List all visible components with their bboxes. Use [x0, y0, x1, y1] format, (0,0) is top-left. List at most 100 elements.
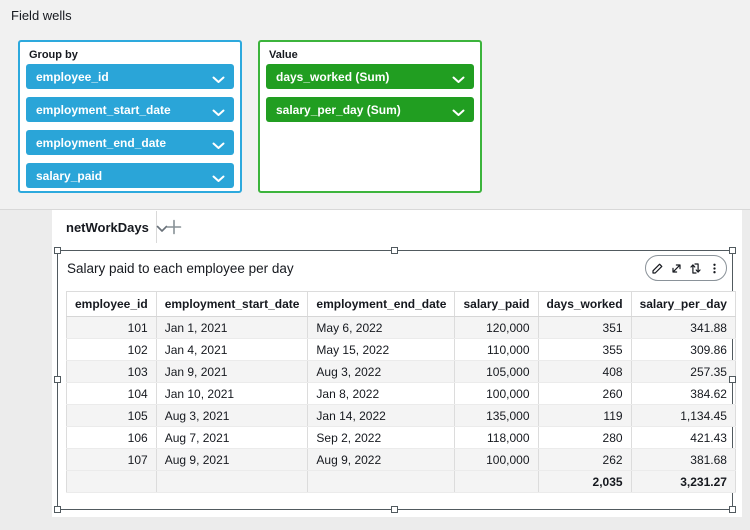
cell: Aug 9, 2021 — [156, 448, 309, 471]
cell: 102 — [66, 338, 157, 361]
cell: 260 — [538, 382, 632, 405]
cell: Aug 9, 2022 — [307, 448, 456, 471]
table-row: 102 Jan 4, 2021 May 15, 2022 110,000 355… — [66, 338, 736, 361]
cell: 280 — [538, 426, 632, 449]
resize-handle-middle-left[interactable] — [54, 376, 61, 383]
cell: Sep 2, 2022 — [307, 426, 456, 449]
column-header[interactable]: employment_start_date — [156, 291, 309, 317]
cell: 351 — [538, 316, 632, 339]
table-row: 106 Aug 7, 2021 Sep 2, 2022 118,000 280 … — [66, 426, 736, 449]
total-cell — [307, 470, 456, 493]
cell: May 6, 2022 — [307, 316, 456, 339]
total-cell — [454, 470, 539, 493]
add-sheet-button[interactable] — [165, 218, 183, 236]
cell: 107 — [66, 448, 157, 471]
resize-handle-middle-right[interactable] — [729, 376, 736, 383]
group-by-label: Group by — [29, 49, 78, 61]
table-row: 104 Jan 10, 2021 Jan 8, 2022 100,000 260… — [66, 382, 736, 405]
cell: 119 — [538, 404, 632, 427]
pill-label: employee_id — [36, 69, 109, 84]
chevron-down-icon[interactable] — [156, 221, 168, 236]
resize-handle-bottom-right[interactable] — [729, 506, 736, 513]
kebab-menu-icon[interactable] — [707, 261, 721, 275]
cell: 421.43 — [631, 426, 736, 449]
resize-handle-bottom-left[interactable] — [54, 506, 61, 513]
data-table: employee_id employment_start_date employ… — [66, 291, 736, 493]
cell: 384.62 — [631, 382, 736, 405]
cell: 106 — [66, 426, 157, 449]
plus-icon — [166, 219, 182, 235]
table-row: 105 Aug 3, 2021 Jan 14, 2022 135,000 119… — [66, 404, 736, 427]
cell: Aug 3, 2021 — [156, 404, 309, 427]
field-pill-employee-id[interactable]: employee_id — [26, 64, 234, 89]
chevron-down-icon[interactable] — [212, 106, 225, 120]
cell: 341.88 — [631, 316, 736, 339]
sheet-canvas: netWorkDays Salary paid to each employee… — [52, 210, 742, 517]
visual-title: Salary paid to each employee per day — [67, 261, 294, 276]
group-by-well: Group by employee_id employment_start_da… — [18, 40, 242, 193]
resize-handle-top-center[interactable] — [391, 247, 398, 254]
cell: Jan 8, 2022 — [307, 382, 456, 405]
chevron-down-icon[interactable] — [212, 73, 225, 87]
column-header[interactable]: employee_id — [66, 291, 157, 317]
table-visual[interactable]: Salary paid to each employee per day — [54, 247, 736, 513]
cell: Jan 9, 2021 — [156, 360, 309, 383]
column-header[interactable]: salary_per_day — [631, 291, 736, 317]
cell: Jan 1, 2021 — [156, 316, 309, 339]
total-cell — [156, 470, 309, 493]
resize-handle-bottom-center[interactable] — [391, 506, 398, 513]
cell: 105,000 — [454, 360, 539, 383]
field-wells-title: Field wells — [11, 8, 72, 23]
value-label: Value — [269, 49, 298, 61]
pencil-edit-icon[interactable] — [651, 261, 665, 275]
value-well: Value days_worked (Sum) salary_per_day (… — [258, 40, 482, 193]
field-wells-panel: Field wells Group by employee_id employm… — [0, 0, 750, 210]
resize-handle-top-left[interactable] — [54, 247, 61, 254]
total-cell: 3,231.27 — [631, 470, 736, 493]
cell: 104 — [66, 382, 157, 405]
cell: 257.35 — [631, 360, 736, 383]
field-pill-salary-per-day-sum[interactable]: salary_per_day (Sum) — [266, 97, 474, 122]
cell: 381.68 — [631, 448, 736, 471]
chevron-down-icon[interactable] — [452, 106, 465, 120]
resize-handle-top-right[interactable] — [729, 247, 736, 254]
pill-label: days_worked (Sum) — [276, 69, 390, 84]
pill-label: salary_per_day (Sum) — [276, 102, 401, 117]
field-pill-employment-start-date[interactable]: employment_start_date — [26, 97, 234, 122]
cell: 118,000 — [454, 426, 539, 449]
tab-networkdays[interactable]: netWorkDays — [53, 211, 168, 243]
cell: Jan 10, 2021 — [156, 382, 309, 405]
visual-toolbar — [645, 255, 727, 281]
table-header-row: employee_id employment_start_date employ… — [66, 291, 736, 317]
cell: Jan 4, 2021 — [156, 338, 309, 361]
column-header[interactable]: salary_paid — [454, 291, 539, 317]
cell: 100,000 — [454, 382, 539, 405]
maximize-icon[interactable] — [670, 261, 684, 275]
cell: 120,000 — [454, 316, 539, 339]
table-totals-row: 2,035 3,231.27 — [66, 470, 736, 493]
total-cell — [66, 470, 157, 493]
table-row: 107 Aug 9, 2021 Aug 9, 2022 100,000 262 … — [66, 448, 736, 471]
chevron-down-icon[interactable] — [452, 73, 465, 87]
cell: Aug 3, 2022 — [307, 360, 456, 383]
cell: 408 — [538, 360, 632, 383]
field-pill-salary-paid[interactable]: salary_paid — [26, 163, 234, 188]
pill-label: salary_paid — [36, 168, 103, 183]
chevron-down-icon[interactable] — [212, 139, 225, 153]
cell: 100,000 — [454, 448, 539, 471]
column-header[interactable]: days_worked — [538, 291, 632, 317]
column-header[interactable]: employment_end_date — [307, 291, 456, 317]
cell: 262 — [538, 448, 632, 471]
cell: Jan 14, 2022 — [307, 404, 456, 427]
table-row: 103 Jan 9, 2021 Aug 3, 2022 105,000 408 … — [66, 360, 736, 383]
sheet-workspace: netWorkDays Salary paid to each employee… — [0, 210, 750, 530]
cell: 110,000 — [454, 338, 539, 361]
field-pill-days-worked-sum[interactable]: days_worked (Sum) — [266, 64, 474, 89]
cell: 103 — [66, 360, 157, 383]
chevron-down-icon[interactable] — [212, 172, 225, 186]
cell: 101 — [66, 316, 157, 339]
cell: 355 — [538, 338, 632, 361]
tab-label: netWorkDays — [66, 219, 149, 235]
swap-arrows-icon[interactable] — [688, 261, 702, 275]
field-pill-employment-end-date[interactable]: employment_end_date — [26, 130, 234, 155]
